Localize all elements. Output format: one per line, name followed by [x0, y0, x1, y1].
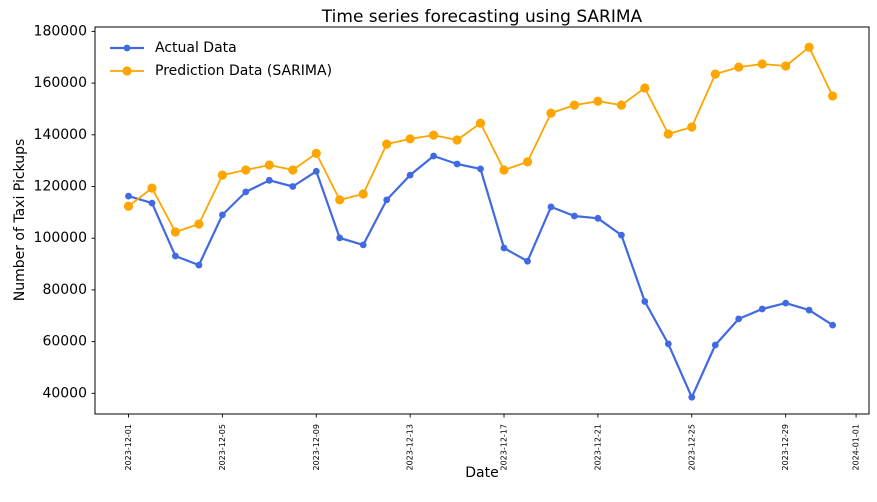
- prediction-data-point: [264, 160, 274, 170]
- actual-data-point: [242, 188, 250, 196]
- actual-data-point: [641, 298, 649, 305]
- actual-data-point: [312, 167, 320, 175]
- legend-label-prediction: Prediction Data (SARIMA): [155, 62, 333, 79]
- actual-data-point: [805, 306, 813, 314]
- x-tick-label: 2023-12-01: [124, 424, 133, 471]
- actual-data-point: [524, 257, 531, 265]
- prediction-data-point: [123, 201, 134, 211]
- prediction-data-point: [640, 83, 650, 93]
- actual-data-point: [289, 183, 297, 190]
- actual-data-point: [406, 171, 414, 179]
- prediction-data-point: [241, 165, 251, 175]
- prediction-data-point: [616, 100, 627, 110]
- prediction-data-point: [710, 69, 720, 79]
- prediction-data-point: [593, 96, 603, 106]
- actual-data-point: [219, 211, 226, 219]
- y-tick-label: 60000: [42, 334, 87, 350]
- actual-data-point: [148, 199, 156, 207]
- actual-data-point: [477, 165, 484, 173]
- x-tick-label: 2023-12-09: [312, 424, 321, 471]
- actual-data-point: [735, 315, 743, 323]
- x-tick-label: 2023-12-13: [406, 424, 415, 471]
- prediction-data-point: [217, 170, 227, 180]
- actual-data-point: [664, 340, 672, 348]
- actual-data-point: [125, 192, 132, 200]
- actual-data-line: [128, 154, 834, 399]
- legend-label-actual: Actual Data: [155, 39, 237, 56]
- legend-marker-actual-icon: [110, 44, 144, 51]
- actual-data-point: [195, 261, 203, 269]
- actual-data-point: [594, 214, 602, 222]
- x-tick-label: 2023-12-21: [593, 424, 602, 471]
- y-tick-label: 180000: [34, 23, 87, 39]
- prediction-data-point: [734, 62, 744, 72]
- actual-data-point: [829, 321, 836, 329]
- actual-data-point: [547, 203, 555, 211]
- plot-frame: [94, 26, 870, 415]
- prediction-data-point: [288, 165, 298, 175]
- y-axis-label: Number of Taxi Pickups: [12, 138, 28, 302]
- actual-data-point: [758, 305, 766, 313]
- prediction-data-point: [358, 189, 368, 199]
- x-tick-label: 2023-12-17: [500, 424, 509, 471]
- legend-marker-prediction-icon: [110, 65, 144, 76]
- legend-item-actual: Actual Data: [109, 36, 332, 59]
- x-tick-label: 2023-12-29: [781, 424, 790, 471]
- actual-data-point: [571, 212, 578, 220]
- prediction-data-point: [546, 108, 556, 118]
- prediction-data-point: [170, 227, 180, 237]
- prediction-data-point: [804, 42, 814, 52]
- prediction-data-point: [382, 139, 392, 149]
- y-tick-label: 120000: [34, 179, 87, 195]
- x-tick-label: 2024-01-01: [852, 424, 861, 471]
- prediction-data-point: [522, 157, 533, 167]
- legend: Actual Data Prediction Data (SARIMA): [109, 36, 332, 82]
- y-tick-label: 140000: [34, 127, 87, 143]
- legend-item-prediction: Prediction Data (SARIMA): [109, 59, 332, 82]
- prediction-data-point: [569, 100, 580, 110]
- actual-data-point: [359, 241, 367, 249]
- prediction-data-point: [405, 134, 415, 144]
- actual-data-point: [500, 244, 508, 252]
- prediction-data-point: [147, 183, 157, 193]
- actual-data-point: [453, 160, 461, 168]
- prediction-data-point: [335, 195, 345, 205]
- y-tick-label: 40000: [42, 385, 87, 401]
- chart-title: Time series forecasting using SARIMA: [321, 7, 643, 27]
- y-tick-label: 100000: [34, 230, 87, 246]
- prediction-data-point: [757, 59, 767, 69]
- prediction-data-point: [781, 61, 791, 71]
- actual-data-point: [782, 299, 790, 307]
- x-axis-label: Date: [465, 465, 499, 481]
- prediction-data-point: [311, 148, 321, 158]
- prediction-data-point: [499, 165, 509, 175]
- x-tick-label: 2023-12-05: [218, 424, 227, 471]
- prediction-data-point: [687, 122, 697, 132]
- prediction-data-point: [429, 130, 439, 140]
- prediction-data-point: [828, 91, 838, 101]
- prediction-data-point: [452, 135, 462, 145]
- prediction-data-point: [194, 219, 204, 229]
- actual-data-point: [711, 341, 719, 349]
- actual-data-point: [265, 176, 273, 184]
- actual-data-point: [618, 231, 625, 239]
- prediction-data-point: [475, 118, 486, 128]
- x-tick-label: 2023-12-25: [687, 424, 696, 471]
- actual-data-point: [383, 196, 391, 204]
- prediction-data-point: [663, 129, 673, 139]
- actual-data-point: [336, 234, 344, 242]
- actual-data-point: [688, 393, 696, 401]
- y-tick-label: 160000: [34, 75, 87, 91]
- actual-data-point: [172, 252, 179, 260]
- y-tick-label: 80000: [42, 282, 87, 298]
- actual-data-point: [430, 152, 437, 160]
